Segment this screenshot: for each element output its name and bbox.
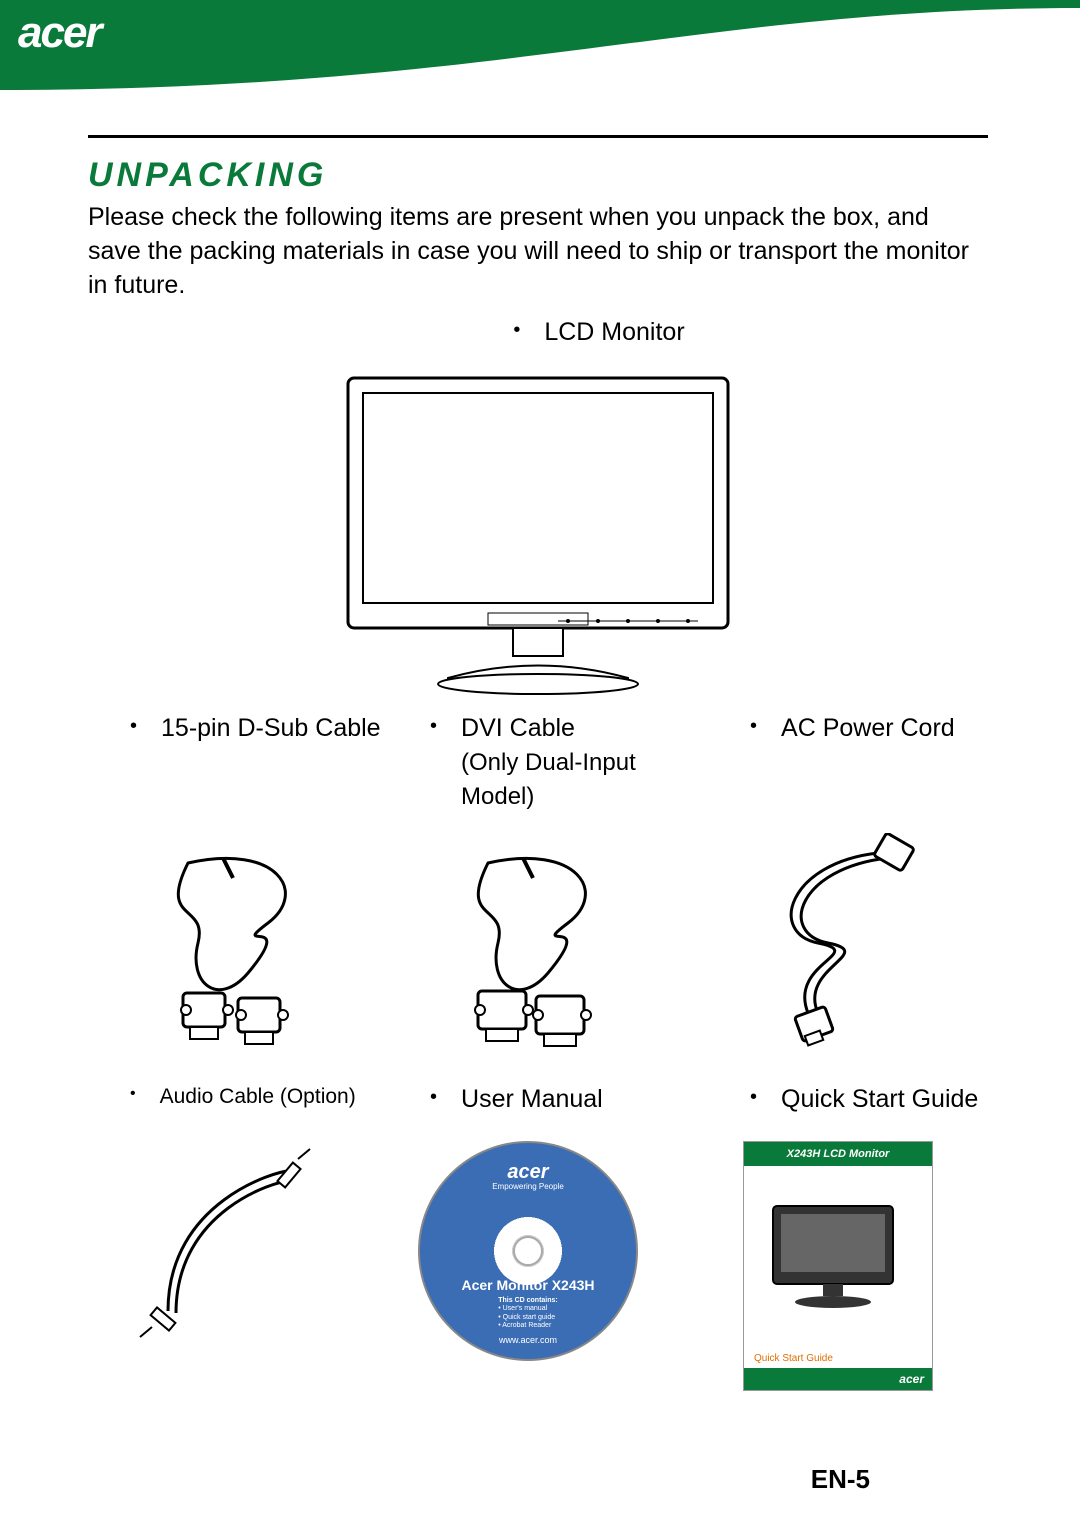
quick-start-guide-illustration: X243H LCD Monitor Quick Start Guide acer (698, 1141, 978, 1391)
bullet-icon: • (750, 1083, 757, 1111)
bullet-icon: • (130, 712, 137, 740)
header-swoosh (0, 0, 1080, 90)
qsg-footer-logo: acer (899, 1372, 924, 1386)
cd-url: www.acer.com (499, 1335, 557, 1345)
dvi-cable-illustration (428, 833, 648, 1053)
divider (88, 135, 988, 138)
item-lcd-monitor: • LCD Monitor (471, 316, 684, 350)
item-label-line1: DVI Cable (461, 714, 575, 742)
bullet-icon: • (130, 1083, 136, 1105)
cd-contents-heading: This CD contains: (498, 1297, 558, 1305)
lcd-monitor-illustration (328, 368, 748, 698)
item-label: User Manual (461, 1083, 603, 1117)
audio-cable-illustration (98, 1141, 358, 1341)
qsg-header: X243H LCD Monitor (744, 1142, 932, 1166)
cd-contents-item: • Acrobat Reader (498, 1322, 558, 1330)
item-ac-cord: • AC Power Cord (708, 712, 988, 813)
item-label: Audio Cable (Option) (160, 1083, 356, 1111)
bullet-icon: • (513, 316, 520, 344)
cd-brand-logo: acer (507, 1161, 548, 1184)
item-audio-cable: • Audio Cable (Option) (88, 1083, 388, 1117)
qsg-footer: acer (744, 1368, 932, 1390)
section-title: Unpacking (88, 156, 988, 195)
item-quick-start-guide: • Quick Start Guide (708, 1083, 988, 1117)
item-dsub-cable: • 15-pin D-Sub Cable (88, 712, 388, 813)
page-number: EN-5 (811, 1464, 870, 1495)
brand-logo: acer (18, 8, 101, 58)
bullet-icon: • (430, 712, 437, 740)
cd-contents-item: • Quick start guide (498, 1314, 558, 1322)
qsg-label: Quick Start Guide (754, 1353, 833, 1364)
page-content: Unpacking Please check the following ite… (88, 135, 988, 1391)
cd-tagline: Empowering People (492, 1182, 564, 1191)
intro-paragraph: Please check the following items are pre… (88, 201, 988, 302)
item-label: Quick Start Guide (781, 1083, 978, 1117)
cd-contents: This CD contains: • User's manual • Quic… (498, 1297, 558, 1331)
item-label: DVI Cable (Only Dual-Input Model) (461, 712, 708, 813)
bullet-icon: • (430, 1083, 437, 1111)
dsub-cable-illustration (128, 833, 348, 1053)
item-dvi-cable: • DVI Cable (Only Dual-Input Model) (388, 712, 708, 813)
item-label: 15-pin D-Sub Cable (161, 712, 381, 746)
item-label-line2: (Only Dual-Input Model) (461, 749, 636, 810)
ac-cord-illustration (728, 833, 948, 1053)
item-user-manual: • User Manual (388, 1083, 708, 1117)
cd-title: Acer Monitor X243H (461, 1277, 594, 1293)
cd-contents-item: • User's manual (498, 1305, 558, 1313)
user-manual-cd-illustration: acer Empowering People Acer Monitor X243… (378, 1141, 678, 1361)
item-label: AC Power Cord (781, 712, 955, 746)
bullet-icon: • (750, 712, 757, 740)
item-label: LCD Monitor (544, 316, 684, 350)
